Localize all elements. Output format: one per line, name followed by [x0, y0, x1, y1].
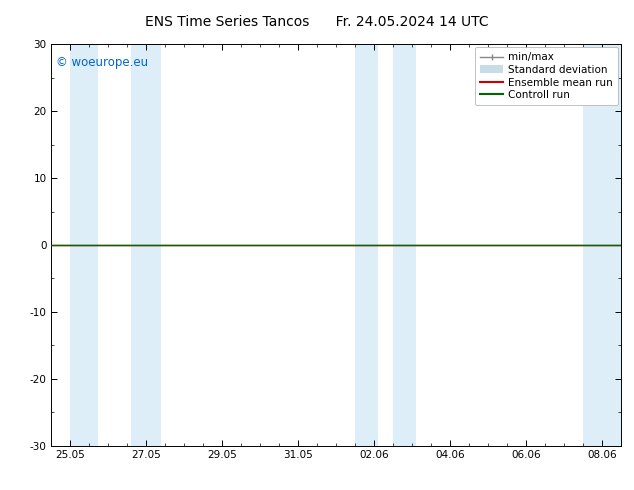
Text: ENS Time Series Tancos      Fr. 24.05.2024 14 UTC: ENS Time Series Tancos Fr. 24.05.2024 14…	[145, 15, 489, 29]
Text: © woeurope.eu: © woeurope.eu	[56, 56, 148, 69]
Legend: min/max, Standard deviation, Ensemble mean run, Controll run: min/max, Standard deviation, Ensemble me…	[475, 47, 618, 105]
Bar	[583, 44, 621, 446]
Bar	[70, 44, 98, 446]
Bar	[355, 44, 378, 446]
Bar	[393, 44, 416, 446]
Bar	[131, 44, 161, 446]
